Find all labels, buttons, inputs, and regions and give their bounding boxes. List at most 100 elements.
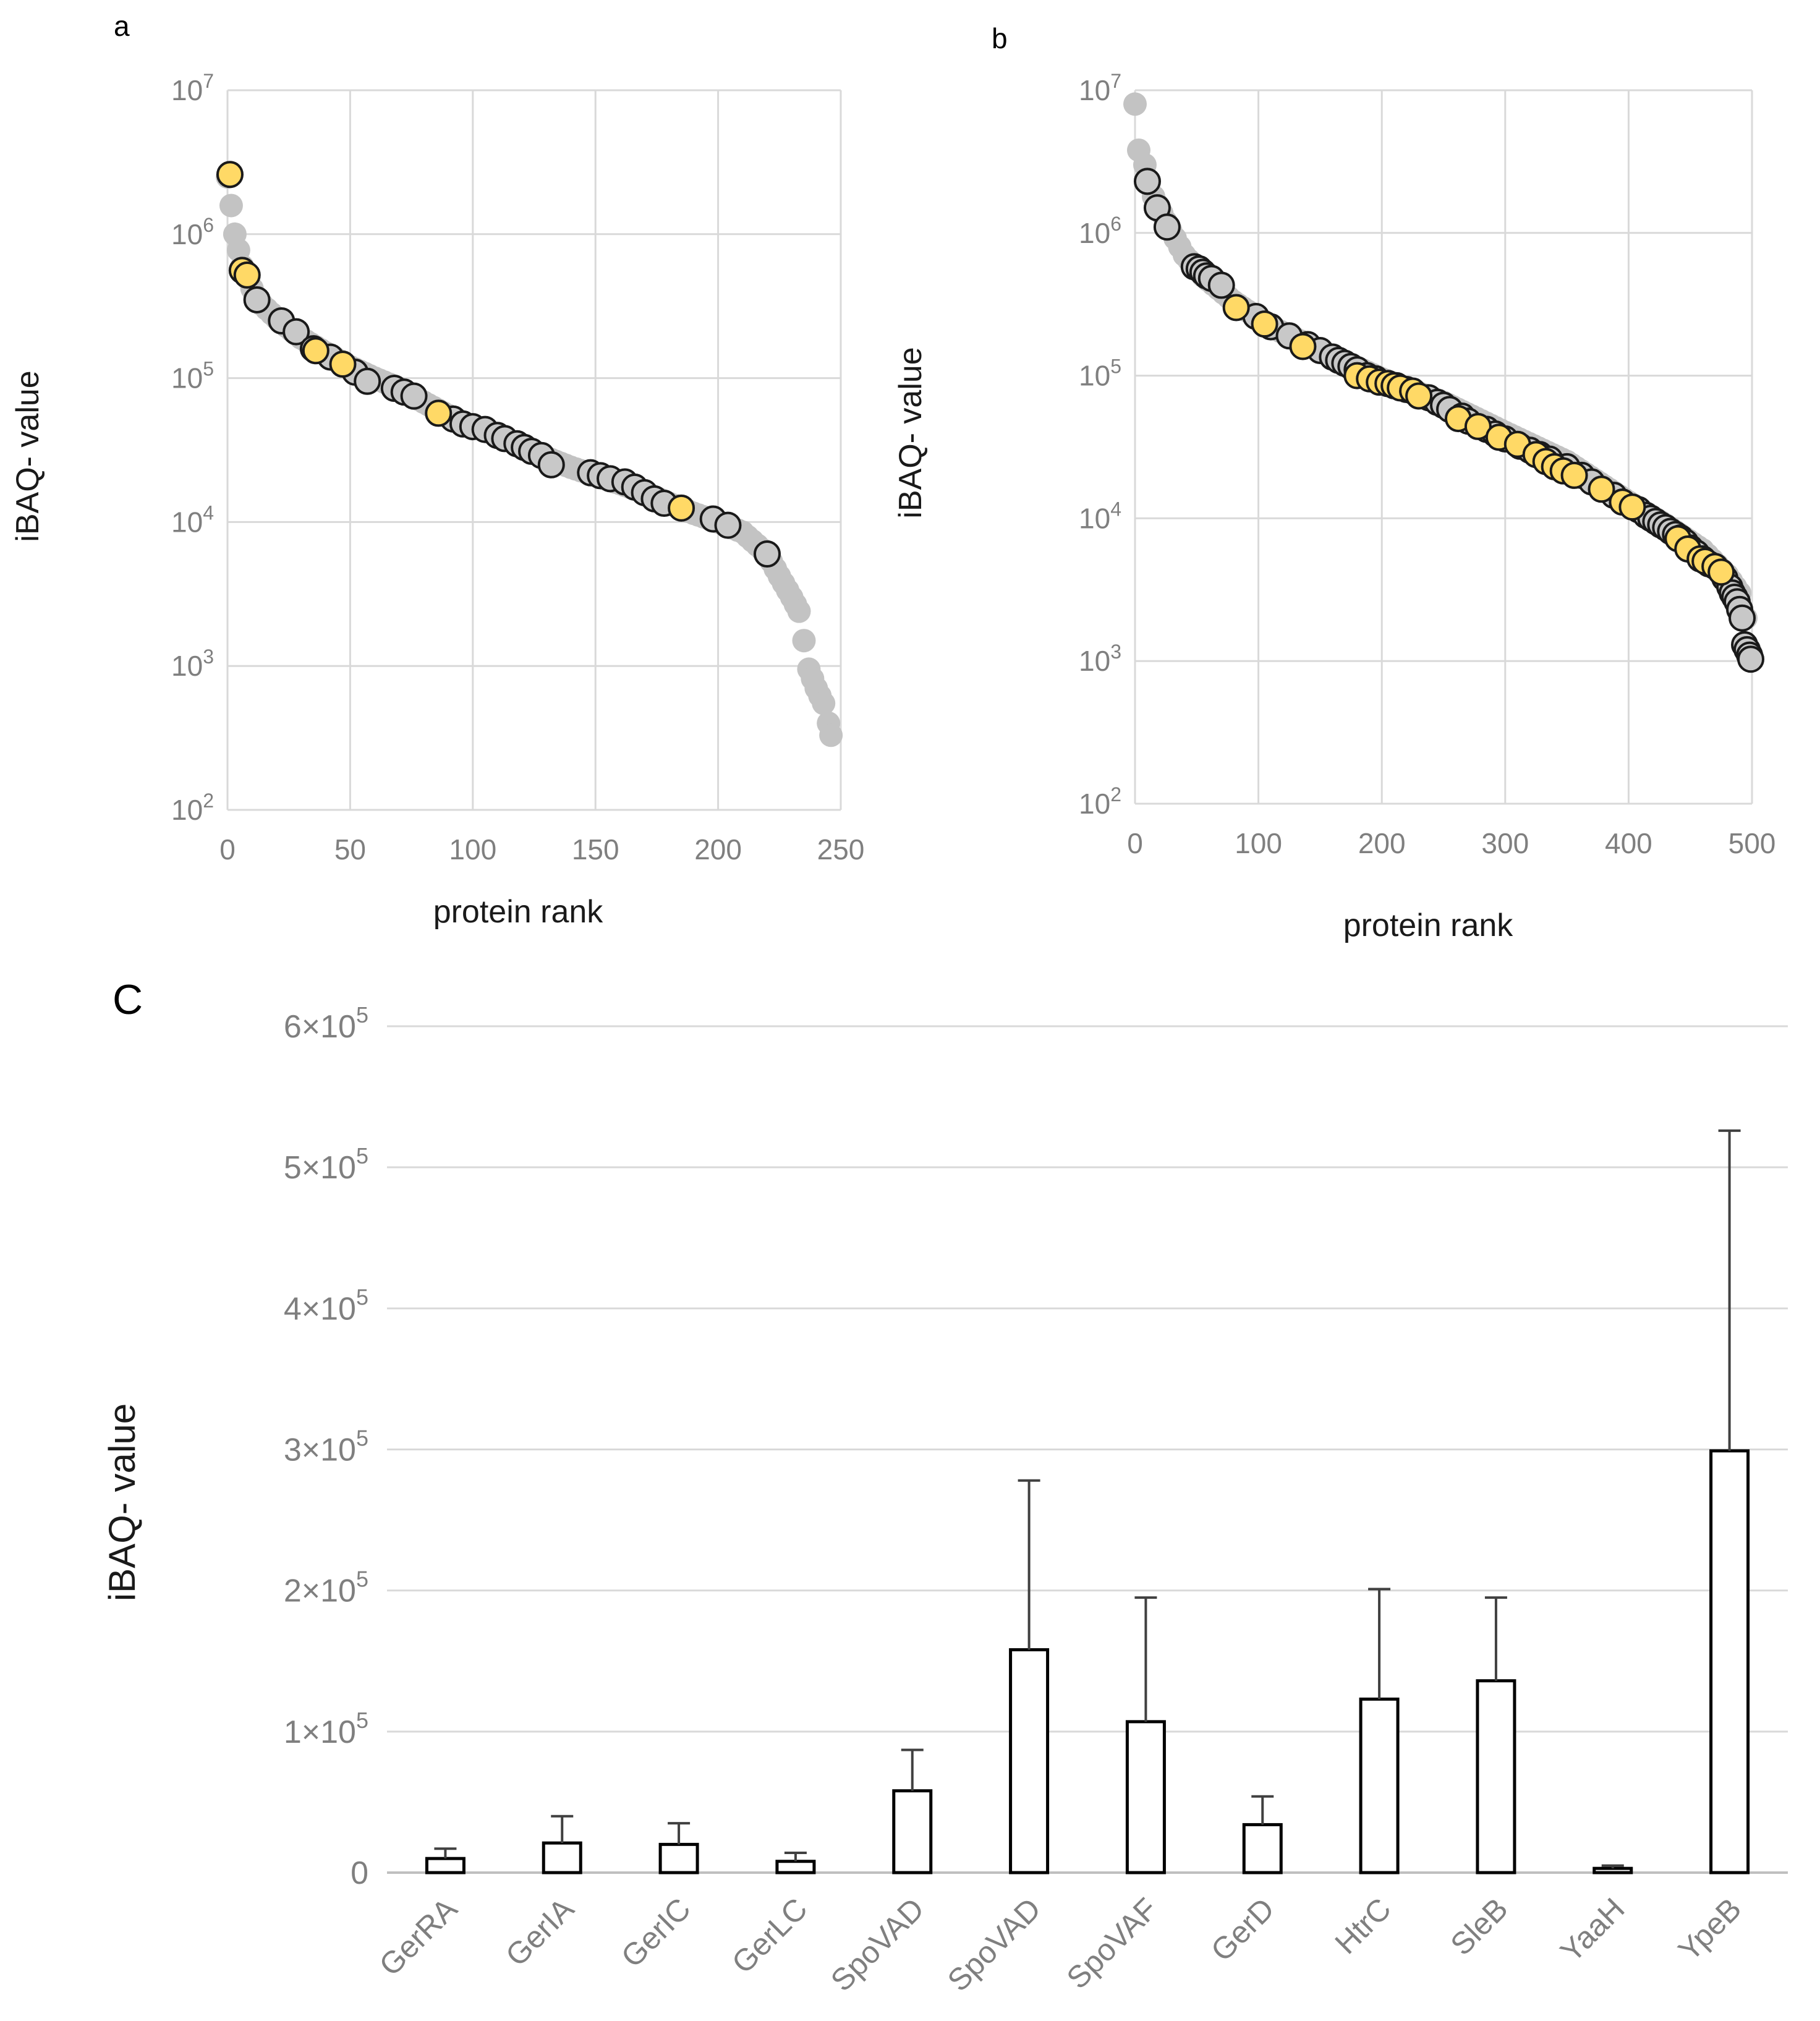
background-data-point — [792, 629, 816, 653]
y-tick-label: 3×105 — [284, 1426, 368, 1468]
x-tick-label: 0 — [1127, 827, 1143, 859]
background-data-point — [219, 194, 243, 218]
panel-label-c: C — [113, 976, 143, 1023]
y-tick-label: 105 — [1079, 355, 1121, 392]
highlighted-data-point — [216, 161, 244, 189]
y-tick-label: 102 — [171, 789, 214, 826]
outlined-data-point — [1207, 271, 1235, 299]
bar — [775, 1860, 816, 1874]
y-tick-label: 107 — [171, 70, 214, 106]
y-tick-label: 107 — [1079, 70, 1121, 106]
y-tick-label: 105 — [171, 358, 214, 394]
highlighted-data-point — [1707, 558, 1735, 586]
x-tick-label: 200 — [694, 833, 742, 866]
scatter-chart-b: 102 103 104 105 106 107 0 100 200 300 400 500 prot… — [893, 70, 1775, 943]
bar — [425, 1857, 466, 1874]
outlined-data-point — [243, 286, 271, 313]
x-tick-label: 400 — [1605, 827, 1652, 859]
outlined-data-point — [1737, 645, 1765, 673]
outlined-data-point — [1133, 168, 1161, 195]
y-axis-title-c: iBAQ- value — [101, 1403, 143, 1601]
scatter-chart-a: 102 103 104 105 106 107 0 50 100 150 200 250 prote… — [10, 70, 864, 930]
highlighted-data-point — [1222, 294, 1250, 321]
y-tick-label: 6×105 — [284, 1002, 368, 1045]
x-tick-label: GerD — [1204, 1891, 1281, 1968]
outlined-data-point — [753, 540, 781, 568]
highlighted-data-point — [233, 261, 261, 289]
outlined-data-point — [1729, 604, 1756, 632]
highlighted-data-point — [1289, 333, 1317, 360]
bar — [542, 1841, 582, 1874]
y-axis-title-a: iBAQ- value — [10, 370, 46, 542]
highlighted-data-point — [1560, 461, 1588, 489]
bar-chart-c: 0 1×105 2×105 3×105 4×105 5×105 6×105 GerRA Ger… — [101, 1002, 1788, 1998]
highlighted-data-point — [1405, 382, 1433, 410]
highlighted-data-point — [1618, 493, 1646, 521]
x-tick-label: SpoVAD — [941, 1891, 1048, 1998]
y-tick-label: 103 — [1079, 640, 1121, 677]
background-data-point — [812, 691, 836, 715]
panel-label-a: a — [114, 10, 130, 42]
x-tick-label: GerIA — [499, 1891, 580, 1973]
x-tick-label: SpoVAD — [824, 1891, 931, 1998]
background-data-point — [1123, 92, 1147, 116]
background-data-point — [787, 599, 811, 623]
highlighted-data-point — [1464, 412, 1492, 440]
bar — [1593, 1866, 1633, 1874]
y-tick-label: 5×105 — [284, 1143, 368, 1186]
x-axis-title-a: protein rank — [433, 894, 604, 930]
highlighted-data-point — [668, 494, 695, 522]
bar — [1359, 1697, 1400, 1874]
outlined-data-point — [714, 511, 742, 539]
bar — [1009, 1648, 1050, 1874]
y-tick-label: 103 — [171, 645, 214, 682]
x-tick-label: 300 — [1481, 827, 1529, 859]
outlined-data-point — [1153, 213, 1181, 241]
x-tick-label: 500 — [1729, 827, 1776, 859]
x-tick-label: 50 — [334, 833, 366, 866]
panel-label-b: b — [992, 22, 1008, 54]
y-tick-label: 106 — [1079, 213, 1121, 249]
y-tick-label: 104 — [171, 501, 214, 538]
highlighted-data-point — [1251, 310, 1278, 338]
x-tick-label: HtrC — [1329, 1891, 1398, 1960]
y-tick-label: 1×105 — [284, 1708, 368, 1750]
x-tick-label: 100 — [449, 833, 496, 866]
x-tick-label: GerIC — [614, 1891, 697, 1974]
x-tick-label: 100 — [1235, 827, 1282, 859]
x-tick-label: 150 — [572, 833, 619, 866]
x-tick-label: 250 — [817, 833, 865, 866]
outlined-data-point — [537, 451, 565, 479]
outlined-data-point — [400, 382, 428, 410]
y-tick-label: 106 — [171, 214, 214, 250]
background-data-point — [819, 723, 843, 747]
bar — [1709, 1449, 1750, 1874]
y-tick-label: 4×105 — [284, 1284, 368, 1327]
x-tick-label: GerRA — [373, 1891, 464, 1983]
y-tick-label: 104 — [1079, 498, 1121, 534]
x-tick-label: SleB — [1444, 1891, 1514, 1962]
x-tick-label: SpoVAF — [1060, 1891, 1165, 1996]
y-axis-title-b: iBAQ- value — [893, 347, 929, 518]
y-tick-label: 102 — [1079, 783, 1121, 820]
highlighted-data-point — [302, 337, 330, 365]
y-tick-label: 0 — [351, 1855, 368, 1891]
x-tick-label: GerLC — [725, 1891, 814, 1980]
x-tick-label: YaaH — [1554, 1891, 1631, 1968]
bar — [1242, 1823, 1283, 1874]
x-tick-label: YpeB — [1672, 1891, 1748, 1967]
highlighted-data-point — [425, 399, 453, 427]
highlighted-data-point — [329, 351, 357, 378]
bar — [658, 1842, 699, 1874]
bar — [892, 1789, 933, 1874]
x-tick-label: 200 — [1358, 827, 1406, 859]
bar — [1476, 1679, 1516, 1874]
highlighted-data-point — [1588, 475, 1615, 503]
x-tick-label: 0 — [219, 833, 236, 866]
outlined-data-point — [283, 318, 310, 346]
outlined-data-point — [354, 367, 381, 395]
bar — [1125, 1720, 1166, 1874]
y-tick-label: 2×105 — [284, 1567, 368, 1609]
x-axis-title-b: protein rank — [1343, 908, 1514, 943]
